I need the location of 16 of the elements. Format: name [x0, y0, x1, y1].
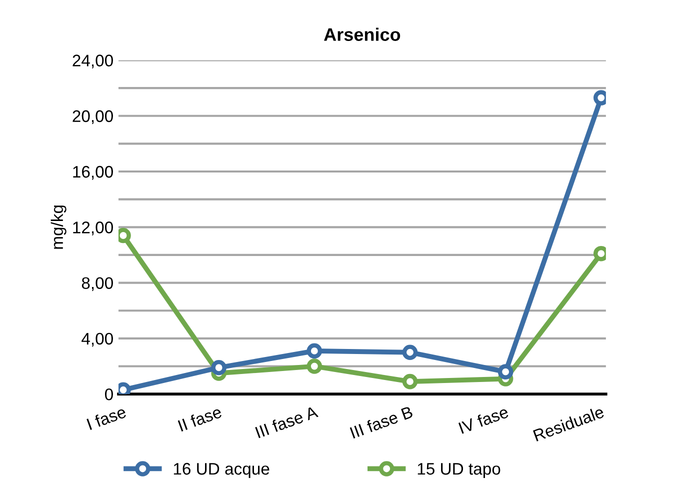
- y-tick-label: 0: [104, 388, 113, 400]
- y-tick-label: 8,00: [82, 277, 113, 291]
- y-tick-label: 24,00: [72, 54, 113, 68]
- x-tick-label: III fase B: [350, 406, 414, 439]
- y-tick-label: 4,00: [82, 332, 113, 347]
- y-tick-label: 20,00: [72, 110, 113, 124]
- x-tick-label: IV fase: [458, 405, 510, 434]
- y-tick-label: 16,00: [73, 166, 113, 180]
- legend-label: 15 UD tapo: [418, 463, 500, 478]
- y-axis-title: mg/kg: [50, 206, 66, 249]
- x-tick-label: III fase A: [254, 405, 319, 438]
- chart-title: Arsenico: [324, 28, 400, 41]
- x-tick-label: II fase: [178, 405, 222, 432]
- legend-label: 16 UD acque: [174, 462, 270, 478]
- y-tick-label: 12,00: [73, 222, 113, 236]
- x-tick-label: I fase: [86, 405, 127, 430]
